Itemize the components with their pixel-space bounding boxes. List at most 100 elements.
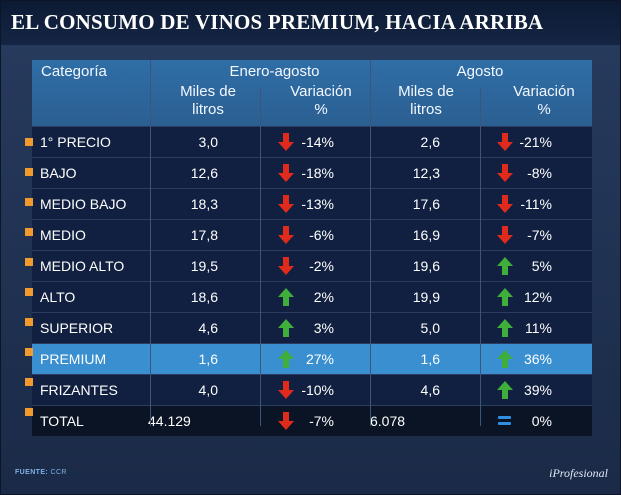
arrow-shape [497,164,513,182]
equal-bar [498,422,511,425]
enero-agosto-miles-cell: 18,6 [190,289,218,305]
title-bar: EL CONSUMO DE VINOS PREMIUM, HACIA ARRIB… [1,1,620,45]
table-header: Categoría Enero-agosto Agosto Miles de l… [32,60,592,126]
arrow-shape [278,381,294,399]
table-row: MEDIO 17,8 -6% 16,9 -7% [32,219,592,250]
agosto-variacion-cell: -11% [520,196,552,212]
category-cell: MEDIO BAJO [40,196,127,212]
header-categoria: Categoría [41,63,107,80]
enero-agosto-variacion-cell: -14% [301,134,334,150]
arrow-down-icon [278,133,294,151]
row-bullet [25,288,33,296]
enero-agosto-variacion-cell: -10% [301,382,334,398]
enero-agosto-variacion-cell: -13% [301,196,334,212]
row-bullet [25,408,33,416]
agosto-miles-cell: 17,6 [412,196,440,212]
agosto-miles-cell: 12,3 [412,165,440,181]
table-row: 1° PRECIO 3,0 -14% 2,6 -21% [32,126,592,157]
enero-agosto-variacion-cell: -18% [301,165,334,181]
arrow-shape [497,226,513,244]
table-row: SUPERIOR 4,6 3% 5,0 11% [32,312,592,343]
header-var-1a: Variación [290,83,352,100]
table-row: ALTO 18,6 2% 19,9 12% [32,281,592,312]
column-divider [150,60,151,426]
enero-agosto-variacion-cell: 27% [305,351,334,367]
enero-agosto-variacion-cell: -7% [309,413,334,429]
header-var-2a: Variación [513,83,575,100]
agosto-variacion-cell: -8% [527,165,552,181]
column-divider [370,60,371,426]
arrow-shape [497,288,513,306]
agosto-variacion-cell: 0% [531,413,552,429]
header-var-1b: % [314,101,328,118]
header-agosto: Agosto [456,63,504,80]
arrow-shape [278,195,294,213]
column-divider [260,87,261,426]
arrow-down-icon [497,195,513,213]
arrow-down-icon [497,164,513,182]
arrow-shape [278,288,294,306]
arrow-down-icon [278,257,294,275]
page-title: EL CONSUMO DE VINOS PREMIUM, HACIA ARRIB… [11,10,544,34]
arrow-down-icon [278,195,294,213]
category-cell: 1° PRECIO [40,134,111,150]
arrow-shape [278,412,294,430]
arrow-shape [497,195,513,213]
equal-bar [498,416,511,419]
arrow-up-icon [497,257,513,275]
arrow-shape [278,164,294,182]
arrow-down-icon [278,226,294,244]
agosto-variacion-cell: 12% [523,289,552,305]
enero-agosto-miles-cell: 17,8 [190,227,218,243]
category-cell: PREMIUM [40,351,107,367]
arrow-shape [497,133,513,151]
enero-agosto-miles-cell: 1,6 [198,351,218,367]
category-cell: ALTO [40,289,76,305]
category-cell: MEDIO [40,227,86,243]
arrow-down-icon [278,381,294,399]
agosto-variacion-cell: 11% [525,320,552,336]
table-row: MEDIO ALTO 19,5 -2% 19,6 5% [32,250,592,281]
agosto-variacion-cell: 36% [523,351,552,367]
table-row: MEDIO BAJO 18,3 -13% 17,6 -11% [32,188,592,219]
table-row: TOTAL 44.129 -7% 6.078 0% [32,405,592,436]
source-label: FUENTE: [15,469,49,476]
row-bullet [25,198,33,206]
arrow-up-icon [497,350,513,368]
data-table: Categoría Enero-agosto Agosto Miles de l… [32,60,592,436]
table-row: BAJO 12,6 -18% 12,3 -8% [32,157,592,188]
row-bullet [25,138,33,146]
agosto-variacion-cell: 5% [531,258,552,274]
source-name: CCR [50,469,67,476]
arrow-down-icon [278,164,294,182]
agosto-miles-cell: 16,9 [412,227,440,243]
enero-agosto-variacion-cell: -2% [309,258,334,274]
row-bullet [25,318,33,326]
enero-agosto-miles-cell: 18,3 [190,196,218,212]
enero-agosto-variacion-cell: 3% [313,320,334,336]
agosto-variacion-cell: 39% [523,382,552,398]
arrow-up-icon [497,319,513,337]
equal-icon [498,416,511,425]
enero-agosto-miles-cell: 19,5 [190,258,218,274]
row-bullet [25,258,33,266]
agosto-variacion-cell: -21% [519,134,552,150]
arrow-up-icon [278,350,294,368]
arrow-down-icon [497,226,513,244]
category-cell: FRIZANTES [40,382,118,398]
row-bullet [25,378,33,386]
agosto-miles-cell: 19,6 [412,258,440,274]
arrow-shape [497,350,513,368]
arrow-up-icon [278,319,294,337]
arrow-up-icon [497,288,513,306]
arrow-shape [278,226,294,244]
arrow-shape [497,319,513,337]
arrow-shape [278,319,294,337]
table-body: 1° PRECIO 3,0 -14% 2,6 -21% BAJO 12,6 -18% 12,3 -… [32,126,592,436]
category-cell: TOTAL [40,413,84,429]
agosto-miles-cell: 2,6 [420,134,440,150]
enero-agosto-miles-cell: 44.129 [148,413,191,429]
arrow-shape [497,257,513,275]
agosto-variacion-cell: -7% [527,227,552,243]
